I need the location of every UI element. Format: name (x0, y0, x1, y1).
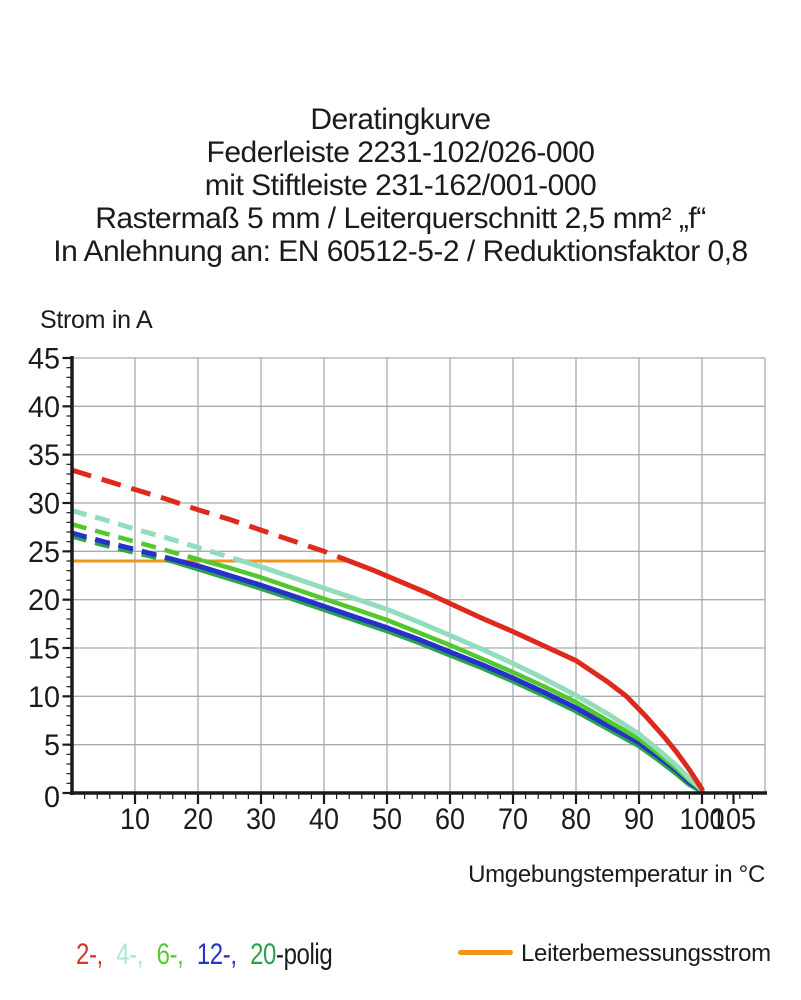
x-tick-label: 50 (372, 803, 402, 836)
curve-6-polig (202, 558, 705, 793)
x-tick-label: 30 (246, 803, 276, 836)
x-tick-label: 10 (120, 803, 150, 836)
x-tick-label: 105 (711, 803, 756, 836)
curve-12-polig-dashed (71, 530, 180, 564)
curve-6-polig-dashed (71, 522, 205, 564)
curve-4-polig (239, 558, 705, 793)
y-tick-label: 10 (28, 681, 60, 714)
y-axis-title: Strom in A (40, 306, 153, 334)
title-line-2: Federleiste 2231-102/026-000 (206, 136, 595, 169)
x-axis-title: Umgebungstemperatur in °C (468, 861, 765, 888)
y-tick-label: 45 (28, 342, 60, 375)
curve-4-polig-dashed (71, 508, 243, 564)
y-tick-label: 35 (28, 439, 60, 472)
title-line-5: In Anlehnung an: EN 60512-5-2 / Reduktio… (53, 235, 748, 268)
legend-item-20-polig: 20 (250, 938, 276, 971)
x-tick-label: 40 (309, 803, 339, 836)
legend-item-12-polig: 12-, (196, 938, 237, 971)
legend-pole-counts: 2-, 4-, 6-, 12-, 20-polig (76, 938, 333, 972)
x-tick-label: 100 (680, 803, 725, 836)
legend-item-6-polig: 6-, (156, 938, 184, 971)
title-line-3: mit Stiftleiste 231-162/001-000 (204, 169, 597, 202)
reference-line-swatch (458, 950, 513, 955)
title-line-4: Rastermaß 5 mm / Leiterquerschnitt 2,5 m… (95, 202, 706, 235)
y-tick-label: 25 (28, 536, 60, 569)
curve-12-polig (176, 558, 705, 793)
legend-item-4-polig: 4-, (116, 938, 144, 971)
curve-2-polig-dashed (71, 467, 351, 564)
x-tick-label: 20 (183, 803, 213, 836)
y-tick-label: 20 (28, 584, 60, 617)
y-tick-label: 5 (44, 729, 60, 762)
reference-line-label: Leiterbemessungsstrom (521, 940, 771, 967)
chart-title-block: Deratingkurve Federleiste 2231-102/026-0… (0, 103, 801, 268)
x-tick-label: 90 (624, 803, 654, 836)
y-tick-label: 30 (28, 487, 60, 520)
x-tick-label: 60 (435, 803, 465, 836)
curve-2-polig (346, 558, 705, 792)
x-tick-label: 70 (498, 803, 528, 836)
x-tick-label: 80 (561, 803, 591, 836)
legend-item-2-polig: 2-, (76, 938, 103, 971)
y-tick-label: 15 (28, 632, 60, 665)
y-tick-label: 40 (28, 391, 60, 424)
legend-polig-suffix: -polig (276, 938, 333, 971)
title-line-1: Deratingkurve (310, 103, 491, 136)
y-tick-label: 0 (44, 781, 60, 814)
